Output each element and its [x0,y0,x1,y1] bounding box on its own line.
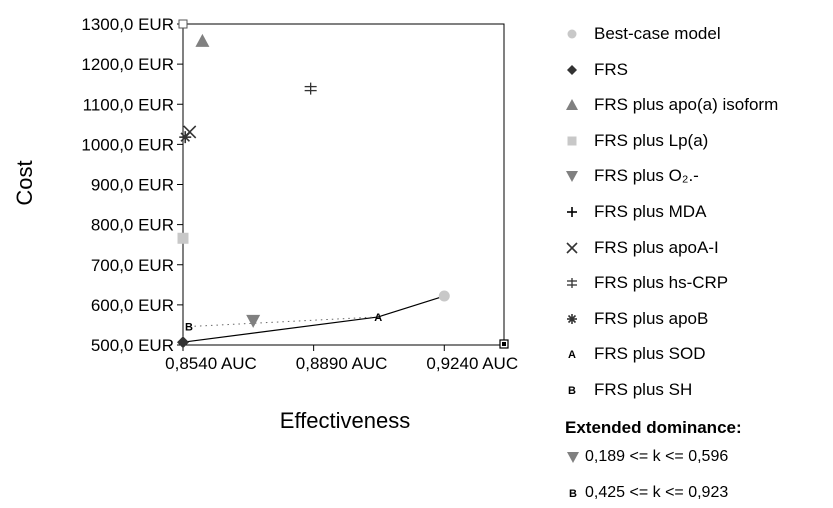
x-tick-label: 0,8540 AUC [165,354,257,373]
legend-marker-x-icon [560,238,584,258]
y-tick-label: 1200,0 EUR [81,55,174,74]
y-axis-label: Cost [12,160,37,205]
y-tick-label: 900,0 EUR [91,176,174,195]
legend-item: FRS plus MDA [560,200,706,224]
legend-marker-plus-icon [560,202,584,222]
legend-marker-diamond-icon [560,60,584,80]
data-point-letter-B: B [185,322,193,334]
extended-dominance-title: Extended dominance: [565,418,742,437]
legend-label: FRS plus apo(a) isoform [594,95,779,115]
legend-marker-triangle-up-icon [560,95,584,115]
legend-marker-double-cross-icon [560,273,584,293]
dominance-marker-triangle-down-icon [567,452,579,463]
y-tick-label: 1100,0 EUR [83,95,174,114]
legend-label: FRS plus SH [594,380,693,399]
legend-label: FRS plus hs-CRP [594,273,729,293]
cost-effectiveness-chart: 500,0 EUR 600,0 EUR 700,0 EUR 800,0 EUR 900,… [12,15,518,433]
legend-marker-square-icon [560,131,584,151]
dominance-range-row: 0,189 <= k <= 0,596 [565,448,728,466]
dominance-range-text: 0,189 <= k <= 0,596 [585,448,729,465]
legend-item: FRS plus Lp(a) [560,129,708,153]
data-point-square [177,232,189,244]
legend-item: Best-case model [560,22,721,46]
dominance-range-row: B 0,425 <= k <= 0,923 [565,484,728,502]
y-tick-label: 1300,0 EUR [81,15,174,34]
legend-marker-letter-B-icon: B [560,380,584,400]
y-tick-label: 800,0 EUR [91,216,174,235]
x-axis-label: Effectiveness [280,408,410,433]
data-point-triangle-up [195,33,210,47]
legend-marker-letter-A-icon: A [560,344,584,364]
legend-item: FRS [560,58,628,82]
legend-item: FRS plus apoB [560,307,708,331]
svg-text:B: B [185,322,193,334]
legend-item: FRS plus apo(a) isoform [560,93,778,117]
y-tick-label: 500,0 EUR [91,336,174,355]
data-point-letter-A: A [374,312,382,324]
svg-text:A: A [374,312,382,324]
data-point-diamond [177,336,189,349]
svg-text:B: B [568,385,576,397]
legend-label: FRS plus apoA-I [594,237,719,257]
legend-marker-circle-icon [560,24,584,44]
legend-label: FRS [594,59,628,79]
legend-item: B FRS plus SH [560,378,692,402]
data-point-triangle-down [246,314,261,328]
legend-marker-triangle-down-icon [560,166,584,186]
legend-label: FRS plus MDA [594,202,707,221]
legend-label: FRS plus O₂.- [594,166,699,186]
svg-text:A: A [568,349,576,361]
y-tick-label: 600,0 EUR [91,296,174,315]
x-tick-label: 0,8890 AUC [296,354,388,373]
legend-item: FRS plus hs-CRP [560,271,728,295]
legend-item: FRS plus apoA-I [560,236,719,260]
plot-frame [182,23,505,346]
legend-marker-asterisk-icon [560,309,584,329]
data-point-circle [438,290,450,302]
top-left-corner-marker [178,19,188,29]
extended-dominance-dotted-line [188,316,379,328]
legend-item: A FRS plus SOD [560,342,705,366]
x-tick-label: 0,9240 AUC [426,354,518,373]
data-point-double-cross [304,82,317,95]
data-point-asterisk [179,131,192,144]
legend-label: Best-case model [594,24,721,43]
legend-item: FRS plus O₂.- [560,164,699,188]
legend-label: FRS plus Lp(a) [594,130,709,150]
dominance-marker-letter-B-icon: B [569,488,577,500]
legend-label: FRS plus SOD [594,344,706,364]
legend-label: FRS plus apoB [594,308,709,328]
dominance-range-text: 0,425 <= k <= 0,923 [585,484,729,501]
svg-text:B: B [569,488,577,500]
y-tick-label: 700,0 EUR [91,256,174,275]
bottom-right-corner-marker-fill [502,342,506,346]
efficient-frontier-line [182,295,445,343]
y-tick-label: 1000,0 EUR [81,135,174,154]
